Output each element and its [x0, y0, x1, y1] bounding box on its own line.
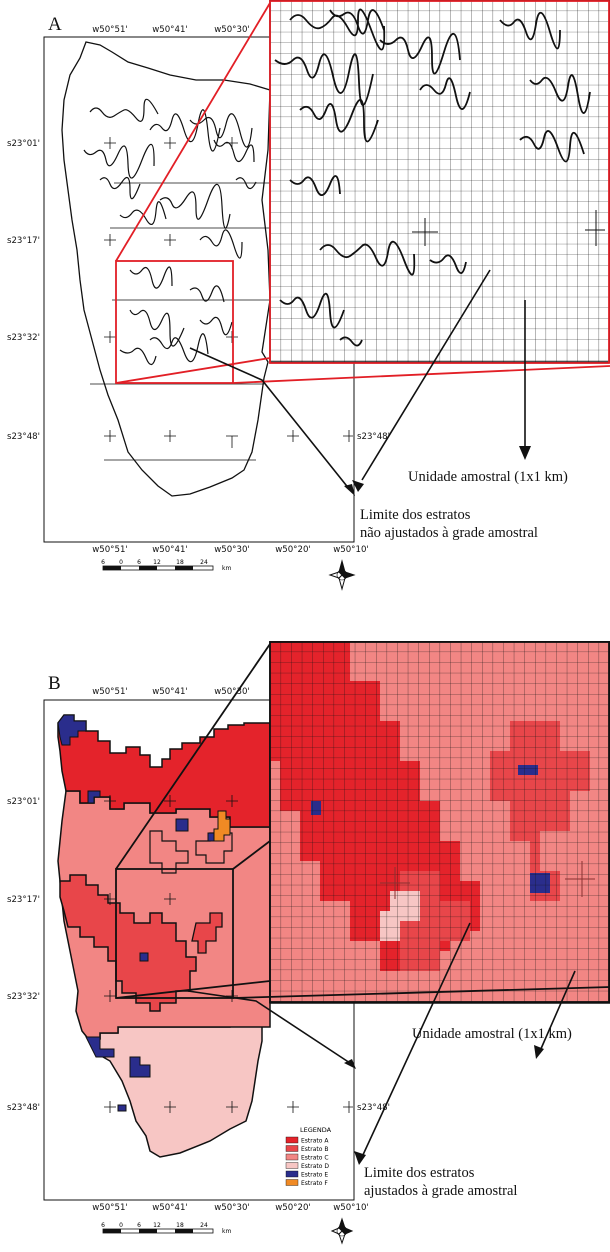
stratum-f-patch [213, 810, 231, 842]
stratum-limit-label-2: ajustados à grade amostral [364, 1183, 518, 1199]
stratum-b-area [59, 874, 197, 1012]
scale-tick: 24 [200, 559, 208, 566]
scale-tick: 6 [101, 559, 105, 566]
legend-swatch [285, 1179, 299, 1186]
coord-bottom-2: w50°41' [152, 545, 188, 555]
coord-left-4: s23°48' [7, 432, 40, 442]
zoom-highlight [115, 641, 610, 1003]
scale-tick: 12 [153, 1222, 161, 1229]
inset-zoom [269, 0, 610, 363]
coord-right-1: s23°48' [357, 1103, 390, 1113]
north-arrow-icon [328, 559, 356, 591]
graticule-crosses [104, 795, 353, 1113]
coord-bottom-5: w50°10' [333, 545, 369, 555]
legend-label: Estrato A [301, 1138, 329, 1145]
scale-tick: 18 [176, 559, 184, 566]
stratum-a-area [57, 714, 271, 828]
legend-swatch [285, 1170, 299, 1178]
coord-bottom-3: w50°30' [214, 1203, 250, 1213]
coord-bottom-4: w50°20' [275, 1203, 311, 1213]
forest-fragments [83, 98, 257, 366]
scale-tick: 6 [101, 1222, 105, 1229]
legend-swatch [285, 1153, 299, 1161]
coord-top-1: w50°51' [92, 25, 128, 35]
stratum-d-area [88, 1020, 263, 1158]
coord-bottom-2: w50°41' [152, 1203, 188, 1213]
scale-unit: km [222, 1228, 231, 1235]
coord-left-3: s23°32' [7, 992, 40, 1002]
scale-bar: 6 0 6 12 18 24 km [101, 1222, 231, 1235]
stratum-c-island [149, 830, 189, 874]
coord-top-2: w50°41' [152, 687, 188, 697]
coord-left-4: s23°48' [7, 1103, 40, 1113]
coord-bottom-1: w50°51' [92, 545, 128, 555]
coord-top-3: w50°30' [214, 687, 250, 697]
scale-tick: 0 [119, 1222, 123, 1229]
map-b-svg: w50°51' w50°41' w50°30' w50°51' w50°41' … [7, 641, 610, 1245]
scale-tick: 24 [200, 1222, 208, 1229]
north-arrow-icon [330, 1217, 354, 1245]
map-a-svg: w50°51' w50°41' w50°30' w50°51' w50°41' … [7, 0, 610, 591]
panel-letter: B [48, 673, 61, 694]
coord-right-1: s23°48' [357, 432, 390, 442]
coord-left-1: s23°01' [7, 797, 40, 807]
panel-b: B [0, 641, 610, 1251]
region-outline [61, 41, 271, 497]
legend-label: Estrato D [301, 1163, 329, 1170]
coord-left-2: s23°17' [7, 895, 40, 905]
legend-label: Estrato F [301, 1180, 328, 1187]
coord-bottom-3: w50°30' [214, 545, 250, 555]
scale-unit: km [222, 565, 231, 572]
scale-tick: 12 [153, 559, 161, 566]
sampling-unit-label: Unidade amostral (1x1 km) [412, 1026, 572, 1042]
scale-tick: 0 [119, 559, 123, 566]
legend-swatch [285, 1145, 299, 1152]
stratum-limit-label-1: Limite dos estratos [364, 1165, 475, 1181]
scale-bar: 6 0 6 12 18 24 km [101, 559, 231, 572]
stratum-b-patch [191, 912, 223, 954]
coord-top-3: w50°30' [214, 25, 250, 35]
graticule-crosses [104, 137, 353, 448]
coord-bottom-4: w50°20' [275, 545, 311, 555]
callout-arrows [189, 269, 526, 491]
panel-letter: A [48, 14, 62, 35]
coord-top-1: w50°51' [92, 687, 128, 697]
panel-a: A [0, 0, 610, 610]
coord-left-1: s23°01' [7, 139, 40, 149]
stratum-limit-label-1: Limite dos estratos [360, 507, 471, 523]
zoom-highlight [115, 0, 610, 384]
coord-bottom-1: w50°51' [92, 1203, 128, 1213]
scale-tick: 18 [176, 1222, 184, 1229]
coord-top-2: w50°41' [152, 25, 188, 35]
legend-title: LEGENDA [300, 1126, 332, 1134]
sampling-unit-label: Unidade amostral (1x1 km) [408, 469, 568, 485]
legend-swatch [285, 1162, 299, 1169]
legend-label: Estrato B [301, 1146, 328, 1153]
scale-tick: 6 [137, 1222, 141, 1229]
legend-label: Estrato C [301, 1155, 329, 1162]
coord-left-3: s23°32' [7, 333, 40, 343]
arrow-heads [344, 1045, 544, 1165]
coord-bottom-5: w50°10' [333, 1203, 369, 1213]
stratum-limit-label-2: não ajustados à grade amostral [360, 525, 538, 541]
scale-tick: 6 [137, 559, 141, 566]
coord-left-2: s23°17' [7, 236, 40, 246]
inset-zoom-strata [269, 641, 610, 1004]
legend-label: Estrato E [301, 1172, 328, 1179]
legend-swatch [285, 1136, 299, 1144]
arrow-heads [344, 446, 531, 496]
callout-arrows [187, 922, 576, 1158]
